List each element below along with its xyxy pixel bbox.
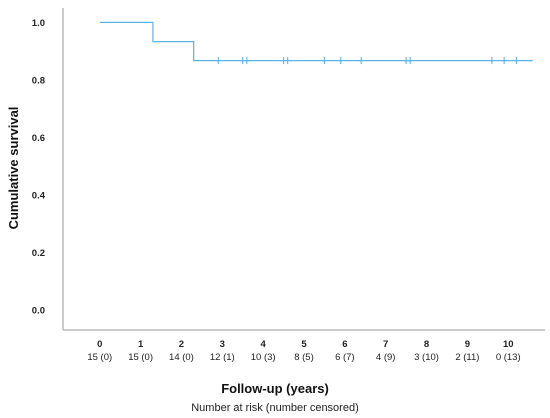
x-tick-label-5: 5 [301, 339, 307, 350]
y-axis-title: Cumulative survival [6, 107, 21, 230]
survival-series [99, 21, 533, 65]
risk-count-10: 0 (13) [496, 352, 521, 363]
risk-count-2: 14 (0) [169, 352, 194, 363]
risk-count-3: 12 (1) [210, 352, 235, 363]
x-tick-label-3: 3 [220, 339, 225, 350]
y-tick-labels: 0.0 0.2 0.4 0.6 0.8 1.0 [32, 18, 46, 317]
survival-step-line-0 [99, 21, 533, 62]
censor-mark-2 [243, 57, 250, 65]
censor-mark-7 [358, 57, 365, 65]
risk-count-7: 4 (9) [376, 352, 396, 363]
censor-mark-10 [488, 57, 495, 65]
risk-count-8: 3 (10) [414, 352, 439, 363]
risk-count-1: 15 (0) [128, 352, 153, 363]
y-tick-label-1: 0.2 [32, 248, 45, 259]
censor-mark-4 [284, 57, 291, 65]
x-tick-label-10: 10 [503, 339, 514, 350]
x-tick-labels: 0 1 2 3 4 5 6 7 8 9 10 [97, 339, 513, 350]
censor-mark-12 [513, 57, 520, 65]
risk-count-4: 10 (3) [251, 352, 276, 363]
x-tick-label-1: 1 [138, 339, 144, 350]
y-tick-label-2: 0.4 [32, 190, 46, 201]
y-tick-label-5: 1.0 [32, 18, 45, 29]
x-axis-title: Follow-up (years) [221, 381, 329, 396]
y-tick-label-0: 0.0 [32, 305, 45, 316]
x-tick-label-9: 9 [465, 339, 470, 350]
risk-count-9: 2 (11) [455, 352, 479, 363]
y-tick-label-3: 0.6 [32, 133, 45, 144]
censor-mark-9 [407, 57, 414, 65]
x-tick-label-0: 0 [97, 339, 102, 350]
censor-mark-5 [321, 57, 328, 65]
x-tick-label-7: 7 [383, 339, 388, 350]
risk-count-5: 8 (5) [294, 352, 314, 363]
x-tick-label-2: 2 [179, 339, 184, 350]
x-tick-label-6: 6 [342, 339, 347, 350]
censor-mark-6 [337, 57, 344, 65]
x-tick-label-4: 4 [261, 339, 267, 350]
risk-count-6: 6 (7) [335, 352, 355, 363]
y-tick-label-4: 0.8 [32, 75, 45, 86]
censor-mark-0 [215, 57, 222, 65]
risk-count-0: 15 (0) [87, 352, 112, 363]
risk-table: 15 (0) 15 (0) 14 (0) 12 (1) 10 (3) 8 (5) 6 (7)… [87, 352, 520, 363]
censor-mark-11 [501, 57, 508, 65]
x-axis-subtitle: Number at risk (number censored) [191, 402, 359, 414]
x-tick-label-8: 8 [424, 339, 429, 350]
